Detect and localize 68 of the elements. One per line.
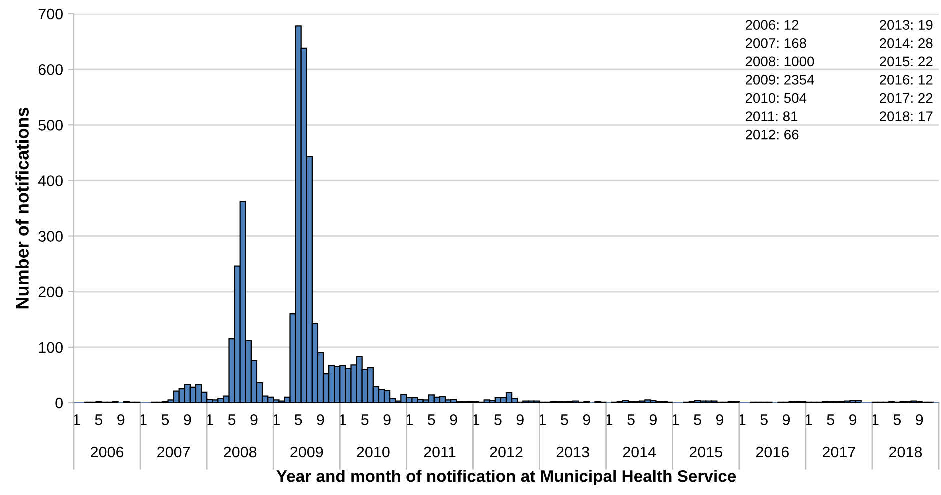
x-tick-label: 5 [294, 414, 302, 426]
x-tick-label: 5 [95, 414, 103, 426]
y-tick-label: 400 [38, 176, 63, 186]
x-tick-label: 5 [361, 414, 369, 426]
x-axis-title: Year and month of notification at Municipal Health Service [276, 470, 736, 486]
x-tick-label: 9 [516, 414, 524, 426]
y-tick-label: 700 [38, 8, 63, 20]
x-tick-label: 9 [184, 414, 192, 426]
text: 2014 [623, 446, 656, 458]
y-tick-label: 200 [38, 286, 63, 298]
annotation: 2009: 2354 [746, 75, 814, 85]
x-tick-label: 1 [472, 414, 480, 426]
x-tick-label: 9 [450, 414, 458, 426]
annotation: 2016: 12 [880, 75, 933, 85]
y-tick-label: 500 [38, 120, 63, 131]
y-tick-label: 600 [38, 64, 63, 76]
annotation: 2015: 22 [880, 56, 933, 67]
x-tick-label: 9 [650, 414, 657, 426]
x-tick-label: 9 [583, 414, 590, 426]
annotation: 2011: 81 [746, 112, 798, 122]
annotation: 2007: 168 [746, 38, 806, 48]
text: 2007 [158, 446, 190, 458]
text: 2006 [91, 446, 124, 458]
x-tick-label: 5 [428, 414, 436, 426]
text: 2012 [490, 446, 523, 458]
text: 2008 [224, 446, 257, 458]
x-tick-label: 5 [494, 414, 502, 426]
x-tick-label: 9 [118, 414, 125, 426]
x-tick-label: 5 [827, 414, 834, 426]
x-tick-label: 1 [273, 414, 280, 426]
x-tick-label: 9 [716, 414, 724, 426]
x-tick-label: 9 [250, 414, 258, 426]
x-tick-label: 9 [317, 414, 324, 426]
text: 2013 [556, 446, 590, 458]
x-tick-label: 5 [561, 414, 568, 426]
x-tick-label: 5 [760, 414, 768, 426]
text: 2016 [756, 446, 789, 458]
x-tick-label: 9 [850, 414, 857, 426]
x-tick-label: 1 [539, 414, 546, 426]
y-tick-label: 100 [39, 342, 63, 354]
annotation: 2012: 66 [746, 130, 799, 140]
x-tick-label: 5 [894, 414, 902, 426]
x-tick-label: 9 [916, 414, 924, 426]
annotation: 2018: 17 [880, 112, 933, 122]
x-tick-label: 1 [406, 414, 413, 426]
y-axis-title: Number of notifications [16, 108, 29, 309]
x-tick-label: 9 [384, 414, 391, 426]
x-tick-label: 5 [162, 414, 170, 426]
annotation: 2008: 1000 [746, 56, 814, 67]
text: 2015 [690, 446, 722, 458]
text: 2018 [890, 446, 922, 458]
x-tick-label: 5 [228, 414, 236, 426]
y-tick-label: 300 [38, 231, 63, 242]
text: 2009 [290, 446, 324, 458]
text: 2011 [424, 446, 456, 458]
y-tick-label: 0 [56, 398, 63, 409]
annotation: 2010: 504 [746, 93, 807, 104]
annotation: 2014: 28 [880, 38, 933, 48]
annotation: 2006: 12 [746, 20, 799, 30]
text: 2017 [822, 446, 856, 458]
x-tick-label: 1 [206, 414, 214, 426]
x-tick-label: 5 [628, 414, 635, 426]
text: 2010 [357, 446, 390, 458]
annotation: 2013: 19 [880, 20, 933, 30]
x-tick-label: 5 [694, 414, 702, 426]
x-tick-label: 9 [782, 414, 790, 426]
x-tick-label: 1 [340, 414, 346, 426]
annotation: 2017: 22 [880, 93, 933, 104]
